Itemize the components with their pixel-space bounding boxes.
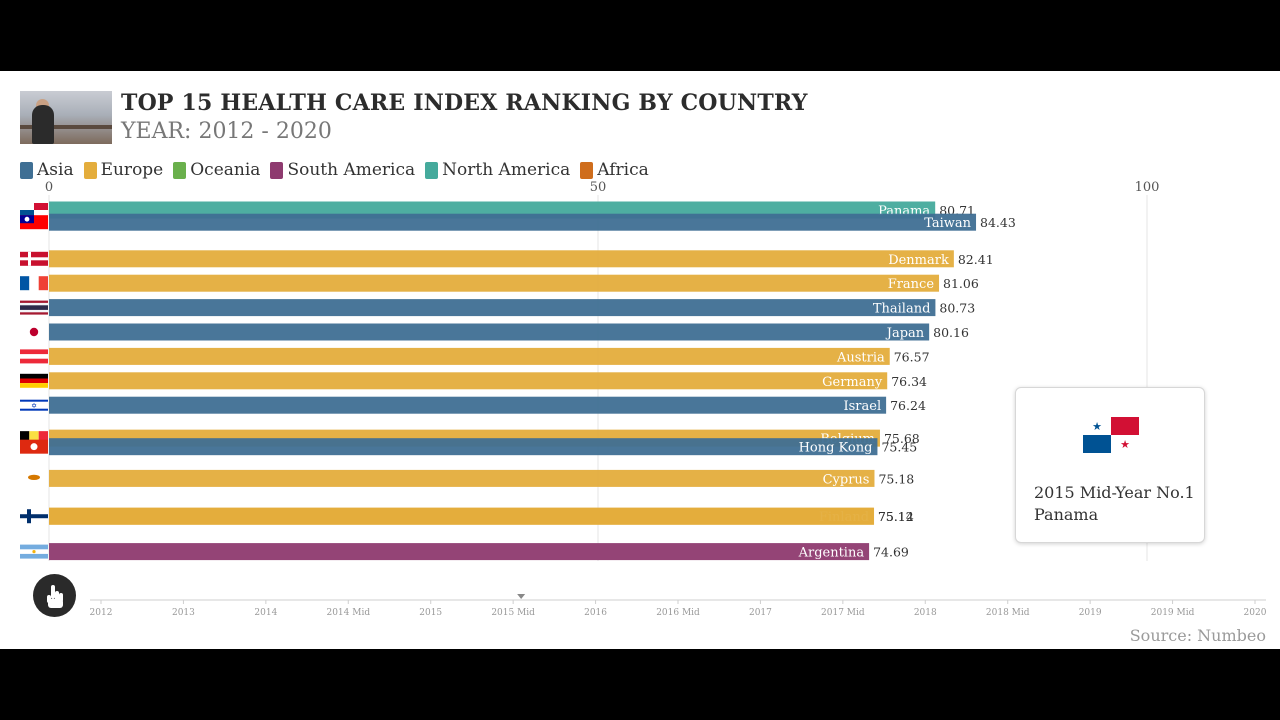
bar-denmark [49, 250, 954, 268]
chart-title: TOP 15 HEALTH CARE INDEX RANKING BY COUN… [121, 90, 808, 116]
source-note: Source: Numbeo [1129, 626, 1266, 645]
panama-flag-icon: ★ ★ [1083, 417, 1139, 453]
taiwan-flag-icon [20, 215, 48, 230]
bar-value-label: 76.57 [894, 349, 930, 364]
svg-text:★: ★ [1120, 438, 1130, 451]
timeline-label[interactable]: 2020 [1244, 608, 1267, 618]
legend: Asia Europe Oceania South America North … [20, 160, 649, 180]
bar-value-label: 75.12 [878, 509, 914, 524]
austria-flag-icon [20, 349, 48, 364]
chart-subtitle: YEAR: 2012 - 2020 [121, 119, 332, 144]
bar-france [49, 274, 940, 292]
hong-kong-flag-icon [20, 439, 48, 454]
timeline-label[interactable]: 2016 [584, 608, 607, 618]
cyprus-flag-icon [20, 471, 48, 486]
timeline-label[interactable]: 2018 [914, 608, 937, 618]
svg-text:✡: ✡ [31, 402, 37, 410]
bar-value-label: 76.34 [891, 374, 927, 389]
pointer-hand-icon [46, 584, 63, 608]
bar-cyprus [49, 469, 875, 487]
bar-label: Austria [836, 350, 885, 365]
bar-value-label: 82.41 [958, 252, 994, 267]
belgium-flag-icon [20, 431, 48, 446]
bar-thailand [49, 299, 936, 317]
bar-value-label: 74.69 [873, 545, 909, 560]
timeline-label[interactable]: 2019 [1079, 608, 1102, 618]
bar-label: Taiwan [924, 216, 971, 231]
bar-japan [49, 323, 930, 341]
legend-item-asia: Asia [20, 160, 74, 180]
israel-flag-icon: ✡ [20, 398, 48, 413]
bar-label: Israel [843, 399, 881, 414]
video-frame: TOP 15 HEALTH CARE INDEX RANKING BY COUN… [0, 71, 1280, 649]
timeline-label[interactable]: 2013 [172, 608, 195, 618]
legend-swatch [173, 161, 187, 179]
bar-label: Cyprus [823, 472, 870, 487]
timeline-label[interactable]: 2014 [254, 608, 277, 618]
bar-value-label: 75.45 [881, 440, 917, 455]
timeline-label[interactable]: 2019 Mid [1151, 608, 1195, 618]
bar-hong-kong [49, 438, 878, 456]
timeline-label[interactable]: 2018 Mid [986, 608, 1030, 618]
leader-card: ★ ★ 2015 Mid-Year No.1 Panama [1015, 387, 1205, 543]
bar-israel [49, 396, 887, 414]
bar-label: Denmark [888, 253, 949, 268]
timeline-label[interactable]: 2014 Mid [326, 608, 370, 618]
bar-austria [49, 347, 890, 365]
bar-value-label: 80.73 [939, 301, 975, 316]
timeline-label[interactable]: 2016 Mid [656, 608, 700, 618]
bar-value-label: 81.06 [943, 276, 979, 291]
hand-cursor-icon[interactable] [33, 574, 76, 617]
timeline-label[interactable]: 2017 [749, 608, 772, 618]
legend-item-south-america: South America [270, 160, 415, 180]
x-tick-label: 100 [1135, 180, 1160, 195]
bar-value-label: 76.24 [890, 398, 926, 413]
japan-flag-icon [20, 325, 48, 339]
argentina-flag-icon [20, 544, 48, 559]
legend-swatch [270, 161, 284, 179]
legend-item-oceania: Oceania [173, 160, 260, 180]
bar-value-label: 75.18 [878, 471, 914, 486]
bar-label: France [888, 277, 935, 292]
card-caption-country: Panama [1034, 505, 1099, 524]
bar-label: Germany [822, 375, 883, 390]
legend-item-north-america: North America [425, 160, 570, 180]
bar-value-label: 75.68 [884, 431, 920, 446]
channel-thumbnail [20, 91, 112, 144]
bar-taiwan [49, 213, 977, 231]
denmark-flag-icon [20, 251, 48, 266]
x-tick-label: 50 [590, 180, 607, 195]
bar-argentina [49, 543, 870, 561]
timeline-label[interactable]: 2015 Mid [491, 608, 535, 618]
legend-swatch [425, 161, 439, 179]
bar-value-label: 80.16 [933, 325, 969, 340]
card-caption-title: 2015 Mid-Year No.1 [1034, 483, 1195, 502]
finland-flag-icon [20, 509, 48, 524]
legend-item-europe: Europe [83, 160, 163, 180]
germany-flag-icon [20, 373, 48, 388]
legend-swatch [580, 161, 594, 179]
bar-label: Hong Kong [799, 441, 873, 456]
bar-unlabeled [49, 507, 874, 525]
thailand-flag-icon [20, 300, 48, 315]
legend-item-africa: Africa [580, 160, 649, 180]
timeline-label[interactable]: 2017 Mid [821, 608, 865, 618]
legend-swatch [20, 161, 33, 179]
bar-label: Japan [885, 326, 925, 341]
timeline-label[interactable]: 2012 [90, 608, 113, 618]
timeline-label[interactable]: 2015 [419, 608, 442, 618]
x-tick-label: 0 [45, 180, 53, 195]
bar-value-label: 84.43 [980, 215, 1016, 230]
france-flag-icon [20, 276, 48, 291]
bar-label: Argentina [798, 546, 865, 561]
timeline-marker-icon[interactable] [517, 594, 526, 599]
bar-label: Thailand [873, 302, 931, 317]
bar-germany [49, 372, 888, 390]
svg-text:★: ★ [1092, 420, 1102, 433]
bar-value-label: 75.14 [878, 509, 914, 524]
panama-flag-icon [20, 203, 48, 217]
legend-swatch [83, 161, 97, 179]
